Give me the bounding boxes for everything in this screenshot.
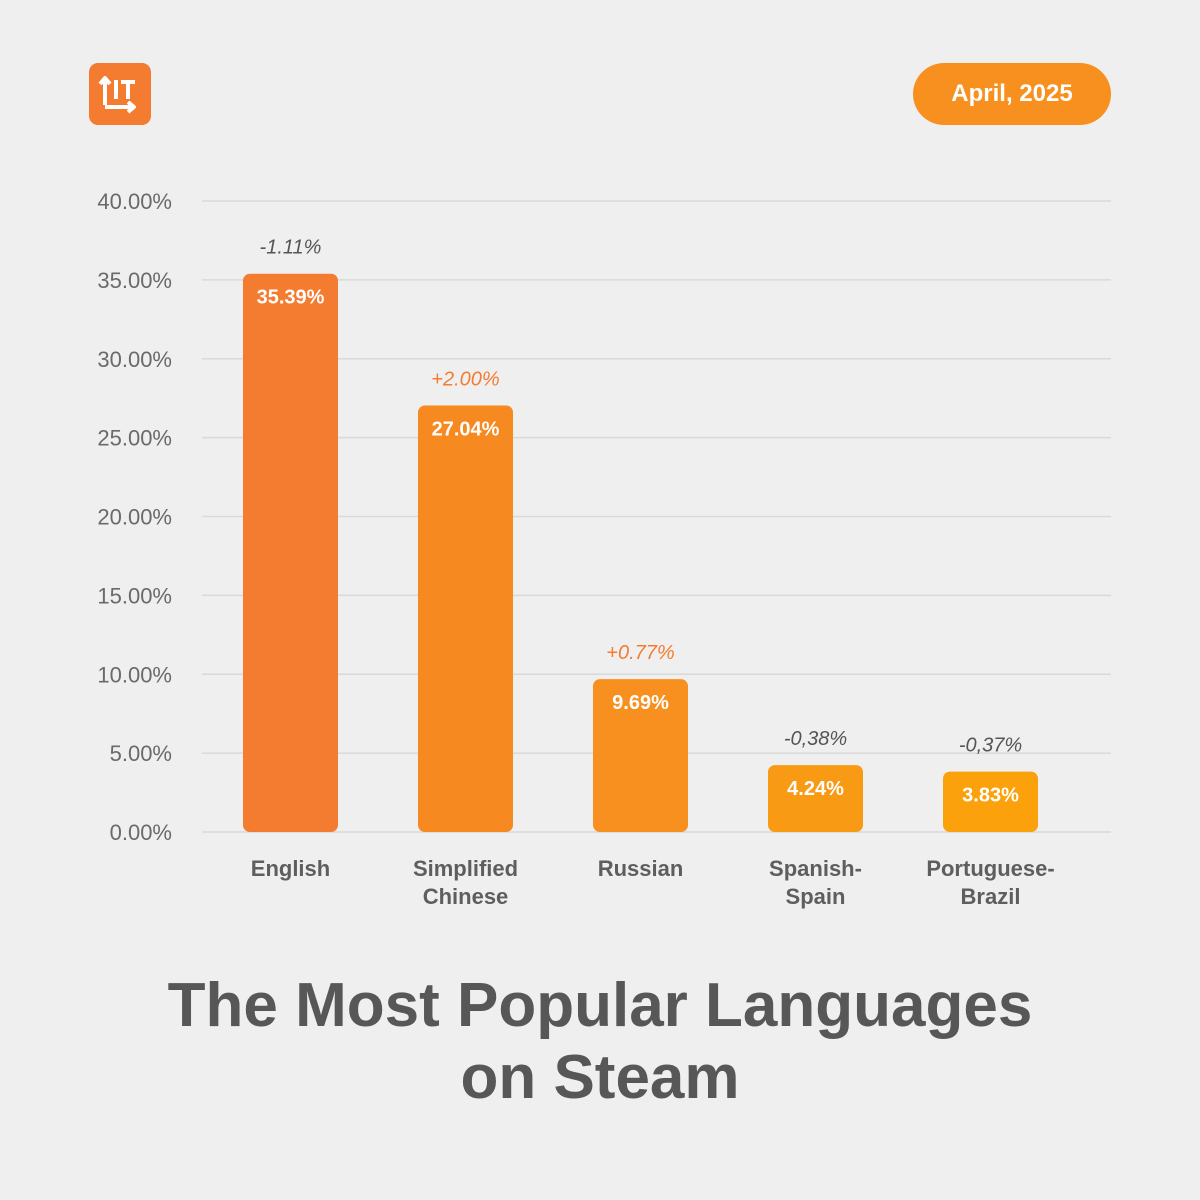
y-tick-label: 30.00% [97, 347, 172, 372]
bar-change-label: -0,37% [959, 735, 1022, 757]
x-category-label: Spanish- [769, 856, 862, 881]
y-tick-label: 20.00% [97, 505, 172, 530]
bar-change-label: -1.11% [260, 237, 322, 259]
y-tick-label: 40.00% [97, 189, 172, 214]
chart-title-line-1: The Most Popular Languages [167, 971, 1033, 1040]
bar-value-label: 35.39% [257, 287, 325, 309]
date-badge: April, 2025 [913, 63, 1111, 125]
y-tick-label: 25.00% [97, 426, 172, 451]
x-category-label: Simplified [413, 856, 518, 881]
bar-chart: 0.00% 5.00% 10.00% 15.00% 20.00% 25.00% 30.00%… [97, 189, 1111, 909]
chart-title: The Most Popular Languages on Steam [0, 970, 1200, 1114]
bar-change-label: +2.00% [431, 368, 499, 390]
bar [768, 765, 863, 832]
bar-value-label: 9.69% [612, 692, 669, 714]
bar-value-label: 4.24% [787, 778, 844, 800]
x-category-label: Spain [786, 884, 846, 909]
x-category-label: English [251, 856, 330, 881]
bar-change-label: +0.77% [606, 642, 674, 664]
y-tick-label: 0.00% [110, 820, 172, 845]
bar-change-label: -0,38% [784, 728, 847, 750]
bar [243, 273, 338, 832]
bar [593, 679, 688, 832]
y-tick-label: 5.00% [110, 741, 172, 766]
x-category-label: Portuguese- [926, 856, 1054, 881]
x-category-label: Chinese [423, 884, 509, 909]
y-tick-label: 10.00% [97, 662, 172, 687]
bar [943, 771, 1038, 832]
y-tick-label: 35.00% [97, 268, 172, 293]
bar-value-label: 27.04% [432, 418, 500, 440]
y-tick-label: 15.00% [97, 583, 172, 608]
x-category-label: Russian [598, 856, 684, 881]
chart-title-line-2: on Steam [460, 1043, 740, 1112]
bar-value-label: 3.83% [962, 785, 1019, 807]
x-category-label: Brazil [961, 884, 1021, 909]
bar [418, 405, 513, 832]
lit-logo-icon [89, 63, 151, 125]
